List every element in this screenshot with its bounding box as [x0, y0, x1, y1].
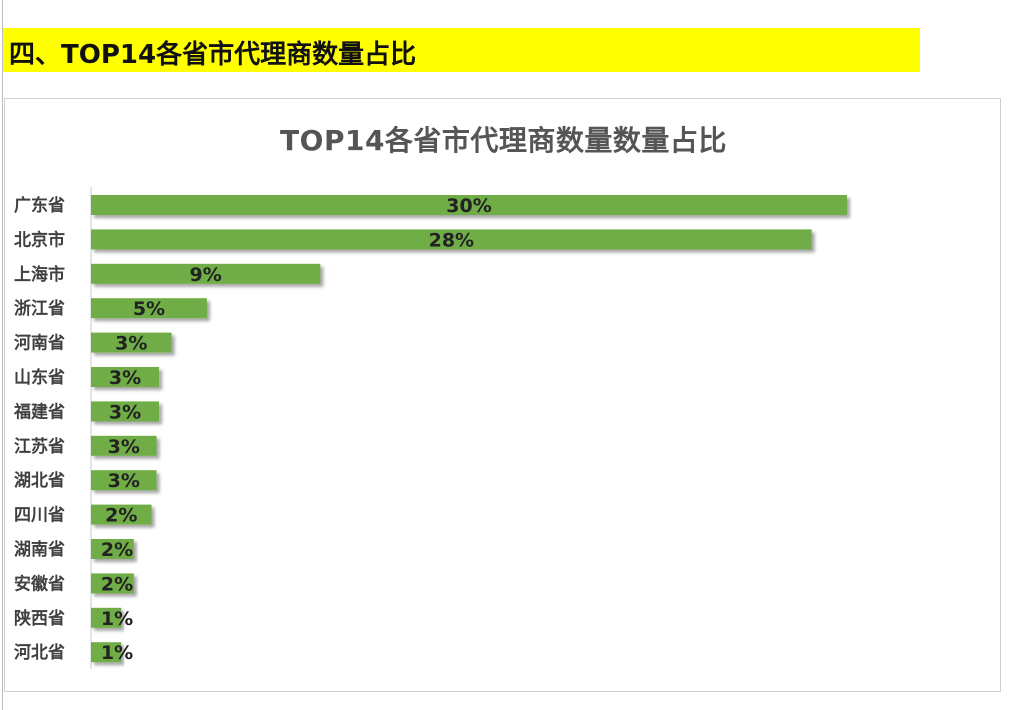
category-label: 广东省 [14, 195, 65, 216]
section-title: 四、TOP14各省市代理商数量占比 [9, 40, 417, 70]
data-label: 3% [109, 367, 141, 389]
chart-title: TOP14各省市代理商数量数量占比 [280, 124, 727, 157]
bar [91, 401, 160, 422]
data-label: 2% [101, 573, 133, 595]
data-label: 2% [101, 539, 133, 561]
bars-group: 广东省 30% 北京市 28% 上海市 9% 浙江省 5% 河南省 3% 山东省 3% 福建省 3% 江苏省… [13, 195, 847, 664]
bar [91, 607, 122, 628]
data-label: 1% [101, 608, 133, 630]
bar [91, 504, 152, 525]
category-label: 浙江省 [14, 298, 65, 319]
bar [91, 298, 207, 319]
chart-area: TOP14各省市代理商数量数量占比 广东省 30% 北京市 28% 上海市 9% 浙江省 5%… [4, 98, 1001, 692]
category-label: 上海市 [14, 264, 65, 285]
category-label: 河北省 [14, 642, 65, 663]
page-left-border [2, 0, 3, 710]
category-label: 安徽省 [14, 573, 65, 594]
data-label: 9% [190, 264, 222, 286]
category-label: 湖南省 [14, 539, 65, 560]
bar [91, 332, 172, 353]
category-label: 湖北省 [14, 470, 65, 491]
category-label: 山东省 [14, 367, 65, 388]
bar-chart: 广东省 30% 北京市 28% 上海市 9% 浙江省 5% 河南省 3% 山东省 3% 福建省 3% 江苏省… [13, 187, 847, 669]
bar [91, 367, 160, 387]
category-label: 河南省 [14, 333, 65, 354]
category-label: 陕西省 [14, 608, 65, 629]
bar [91, 539, 134, 559]
bar [91, 435, 157, 456]
bar [91, 263, 321, 284]
category-label: 江苏省 [14, 436, 65, 457]
bar [91, 229, 812, 250]
category-label: 北京市 [14, 229, 65, 250]
data-label: 3% [108, 436, 140, 458]
data-label: 30% [446, 195, 491, 217]
bar [91, 470, 157, 491]
category-label: 福建省 [13, 401, 65, 422]
bar [91, 642, 122, 663]
data-label: 28% [429, 229, 474, 251]
data-label: 5% [133, 298, 165, 320]
bar [91, 195, 847, 215]
data-label: 3% [109, 401, 141, 423]
section-header: 四、TOP14各省市代理商数量占比 [3, 28, 920, 72]
category-label: 四川省 [14, 505, 65, 526]
data-label: 1% [101, 642, 133, 664]
data-label: 3% [115, 333, 147, 355]
bar [91, 573, 134, 594]
data-label: 2% [105, 505, 137, 527]
data-label: 3% [108, 470, 140, 492]
